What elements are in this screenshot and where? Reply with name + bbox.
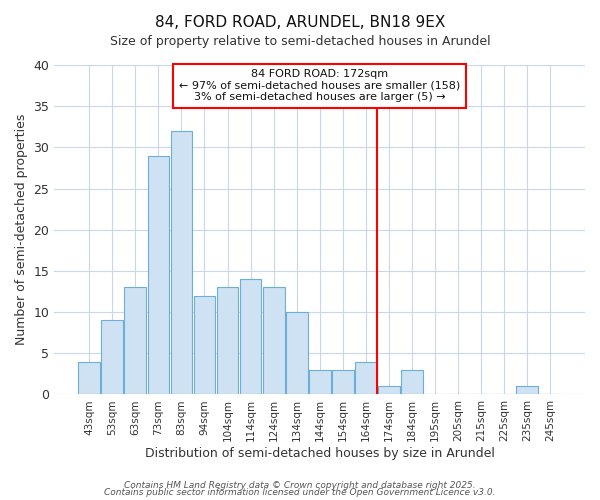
Bar bbox=[263, 288, 284, 395]
Text: Contains HM Land Registry data © Crown copyright and database right 2025.: Contains HM Land Registry data © Crown c… bbox=[124, 480, 476, 490]
Bar bbox=[217, 288, 238, 395]
Bar bbox=[516, 386, 538, 394]
Bar bbox=[332, 370, 353, 394]
Text: Contains public sector information licensed under the Open Government Licence v3: Contains public sector information licen… bbox=[104, 488, 496, 497]
Bar bbox=[194, 296, 215, 394]
Y-axis label: Number of semi-detached properties: Number of semi-detached properties bbox=[15, 114, 28, 346]
Text: 84, FORD ROAD, ARUNDEL, BN18 9EX: 84, FORD ROAD, ARUNDEL, BN18 9EX bbox=[155, 15, 445, 30]
Bar bbox=[309, 370, 331, 394]
X-axis label: Distribution of semi-detached houses by size in Arundel: Distribution of semi-detached houses by … bbox=[145, 447, 494, 460]
Bar bbox=[79, 362, 100, 394]
Bar bbox=[148, 156, 169, 394]
Bar bbox=[286, 312, 308, 394]
Bar bbox=[124, 288, 146, 395]
Bar bbox=[401, 370, 423, 394]
Bar bbox=[170, 131, 193, 394]
Bar bbox=[239, 279, 262, 394]
Bar bbox=[378, 386, 400, 394]
Text: Size of property relative to semi-detached houses in Arundel: Size of property relative to semi-detach… bbox=[110, 35, 490, 48]
Bar bbox=[355, 362, 377, 394]
Text: 84 FORD ROAD: 172sqm
← 97% of semi-detached houses are smaller (158)
3% of semi-: 84 FORD ROAD: 172sqm ← 97% of semi-detac… bbox=[179, 69, 460, 102]
Bar bbox=[101, 320, 124, 394]
